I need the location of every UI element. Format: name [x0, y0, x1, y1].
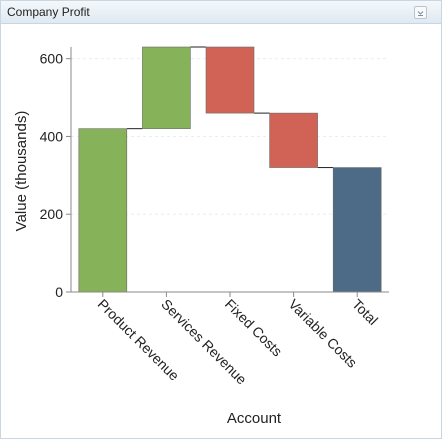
y-tick-label: 400	[40, 128, 64, 144]
bar-fixed-costs[interactable]	[205, 46, 255, 114]
panel-header: Company Profit	[1, 1, 441, 24]
x-axis-label: Account	[227, 410, 282, 427]
bar-total[interactable]	[332, 167, 382, 293]
y-tick-label: 200	[40, 206, 64, 222]
bar-product-revenue[interactable]	[78, 128, 128, 293]
y-tick-label: 0	[55, 284, 63, 300]
x-tick-label: Total	[349, 296, 381, 328]
y-axis-label: Value (thousands)	[13, 111, 30, 232]
x-tick-label: Fixed Costs	[222, 296, 286, 360]
connector-lines	[126, 46, 334, 169]
chevron-down-icon	[417, 11, 424, 16]
bars	[78, 46, 382, 293]
y-ticks: 0 200 400 600	[40, 51, 71, 300]
panel-title: Company Profit	[7, 5, 90, 19]
panel-menu-button[interactable]	[414, 6, 427, 19]
bar-variable-costs[interactable]	[269, 112, 318, 168]
y-tick-label: 600	[40, 51, 64, 67]
bar-services-revenue[interactable]	[142, 46, 191, 129]
